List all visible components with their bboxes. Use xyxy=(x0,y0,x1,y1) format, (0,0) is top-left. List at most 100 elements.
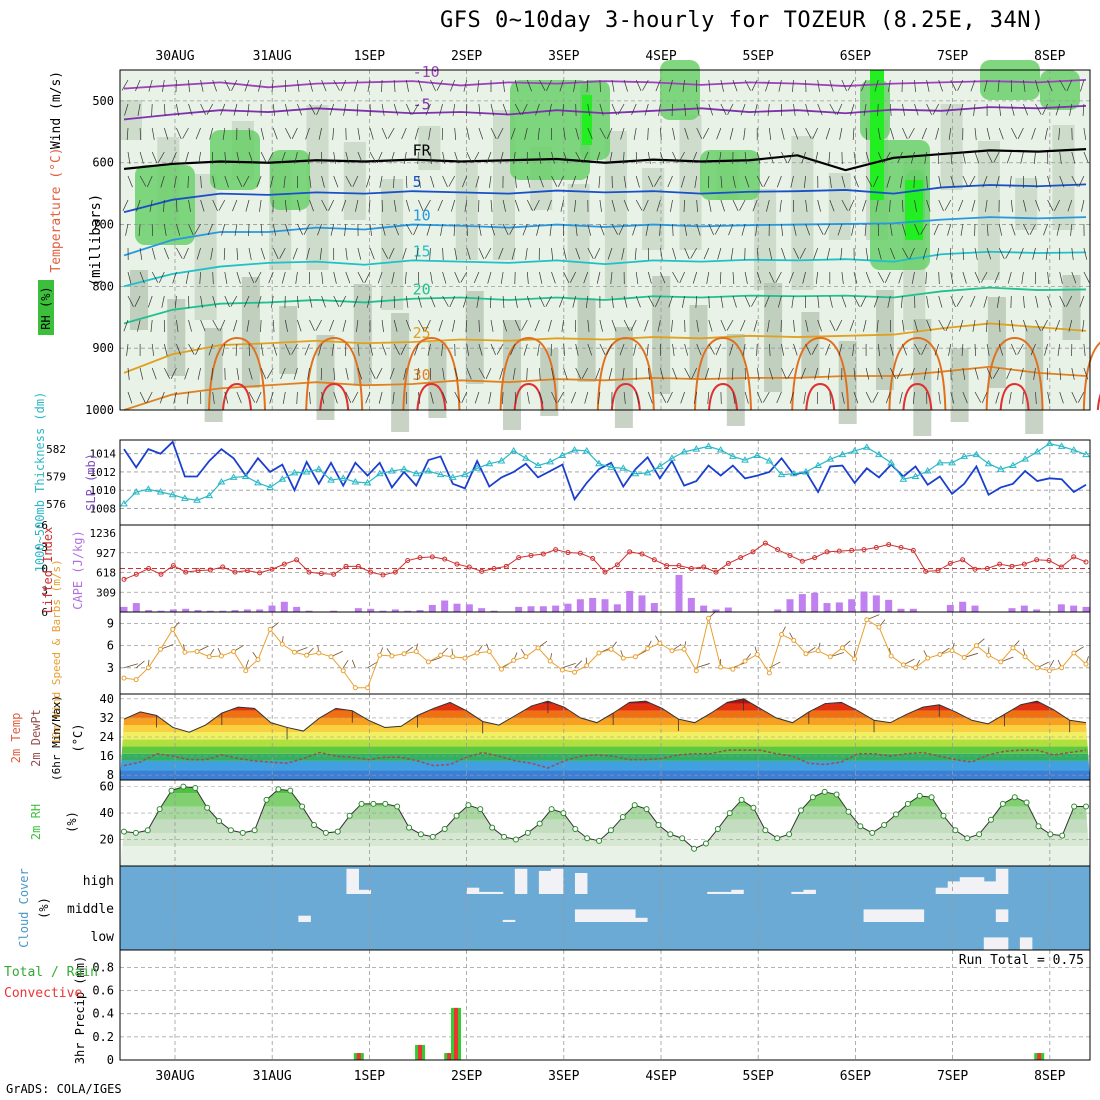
wind-barb xyxy=(297,199,301,212)
wind-barb xyxy=(575,343,579,356)
wind-barb xyxy=(678,151,685,163)
rh-band xyxy=(120,819,1090,833)
wind-barb xyxy=(1055,319,1061,332)
wind-barb xyxy=(224,295,230,308)
wind-barb xyxy=(514,295,518,308)
temperature-tick: 16 xyxy=(100,749,114,763)
wind-barb xyxy=(680,175,685,188)
wind-barb xyxy=(234,223,238,236)
wind-barb xyxy=(720,295,724,308)
thickness-marker xyxy=(923,467,932,474)
wind-barb xyxy=(703,247,710,260)
wind-barb xyxy=(139,127,142,141)
thickness-marker xyxy=(668,454,676,461)
cape-bar xyxy=(1082,606,1090,612)
wind-barb xyxy=(865,127,868,141)
wind-barb xyxy=(260,151,267,163)
wind-barb xyxy=(524,127,528,140)
wind-barb xyxy=(170,367,177,379)
wind-barb xyxy=(258,79,262,92)
thickness-marker xyxy=(948,458,956,466)
wind-speed-marker xyxy=(754,651,760,657)
wind-barb xyxy=(938,199,944,212)
wind-barb xyxy=(539,271,543,284)
warm-cell-contour xyxy=(1082,341,1100,411)
precip-tick: 0 xyxy=(107,1053,114,1067)
wind-barb xyxy=(514,175,517,188)
wind-barb xyxy=(647,367,651,380)
wind-barb xyxy=(236,271,241,284)
wind-barb xyxy=(369,343,374,356)
wind-barb xyxy=(1059,271,1063,284)
cape-bar xyxy=(490,610,498,612)
wind-barb xyxy=(974,343,976,357)
wind-barb xyxy=(793,319,795,332)
wind-barb xyxy=(176,103,180,116)
wind-barb xyxy=(726,319,734,331)
rh-marker xyxy=(631,802,638,809)
wind-speed-marker xyxy=(401,651,407,657)
rh-marker xyxy=(441,825,448,832)
wind-speed-marker xyxy=(352,685,358,691)
thickness-marker xyxy=(473,464,482,471)
thickness-marker xyxy=(314,465,323,472)
wind-barb xyxy=(863,103,867,116)
wind-barb xyxy=(488,175,492,188)
wind-barb xyxy=(962,271,967,284)
wind-barb xyxy=(405,175,408,189)
wind-barb xyxy=(768,247,773,260)
wind-barb xyxy=(1067,199,1073,212)
wind-barb xyxy=(926,103,932,116)
wind-barb xyxy=(597,391,601,404)
wind-barb xyxy=(381,103,385,116)
wind-barb xyxy=(1023,79,1026,92)
wind-barb xyxy=(430,151,432,164)
cloud-cell xyxy=(983,937,997,950)
wind-axis-label: 10m Wind Speed & Barbs (m/s) xyxy=(50,559,63,744)
thickness-marker xyxy=(716,446,725,453)
slp-line xyxy=(123,440,1087,502)
wind-barb xyxy=(321,391,325,404)
thickness-marker xyxy=(205,491,214,499)
lifted-index-marker xyxy=(1009,563,1015,569)
wind-barb xyxy=(333,271,337,284)
wind-barb xyxy=(935,127,940,140)
wind-barb xyxy=(611,103,618,116)
wind-barb xyxy=(886,175,891,188)
wind-barb xyxy=(1023,319,1028,332)
cape-bar xyxy=(478,608,486,612)
wind-barb xyxy=(523,343,528,356)
wind-barb xyxy=(485,367,492,380)
wind-barb xyxy=(139,367,144,380)
wind-barb xyxy=(950,175,955,188)
wind-barb xyxy=(429,247,431,260)
wind-barb xyxy=(622,367,625,380)
hot-cell-contour xyxy=(513,382,544,411)
wind-barb xyxy=(767,103,770,116)
wind-barb xyxy=(521,103,528,115)
thickness-marker xyxy=(1009,461,1017,469)
wind-speed-marker xyxy=(340,668,346,674)
wind-barb xyxy=(1010,127,1018,139)
thickness-marker xyxy=(168,490,177,498)
wind-barb xyxy=(620,127,625,140)
wind-barb xyxy=(672,343,675,356)
wind-barb xyxy=(708,223,715,236)
rh-saturated-area xyxy=(905,180,923,240)
wind-barb xyxy=(836,319,843,331)
cape-bar xyxy=(305,610,313,612)
wind-barb xyxy=(623,175,627,188)
rh-marker xyxy=(892,811,899,818)
wind-barb xyxy=(364,271,371,283)
wind-barb xyxy=(121,79,129,91)
rh-marker xyxy=(655,821,662,828)
wind-barb xyxy=(357,271,364,283)
rh-marker xyxy=(322,829,329,836)
wind-barb xyxy=(328,199,335,211)
isotherm-label: 15 xyxy=(413,242,431,260)
rh-marker xyxy=(204,804,211,811)
wind-barb xyxy=(1018,247,1024,260)
wind-barb xyxy=(789,391,794,404)
thickness-marker xyxy=(765,457,774,464)
wind-barb xyxy=(571,175,577,188)
